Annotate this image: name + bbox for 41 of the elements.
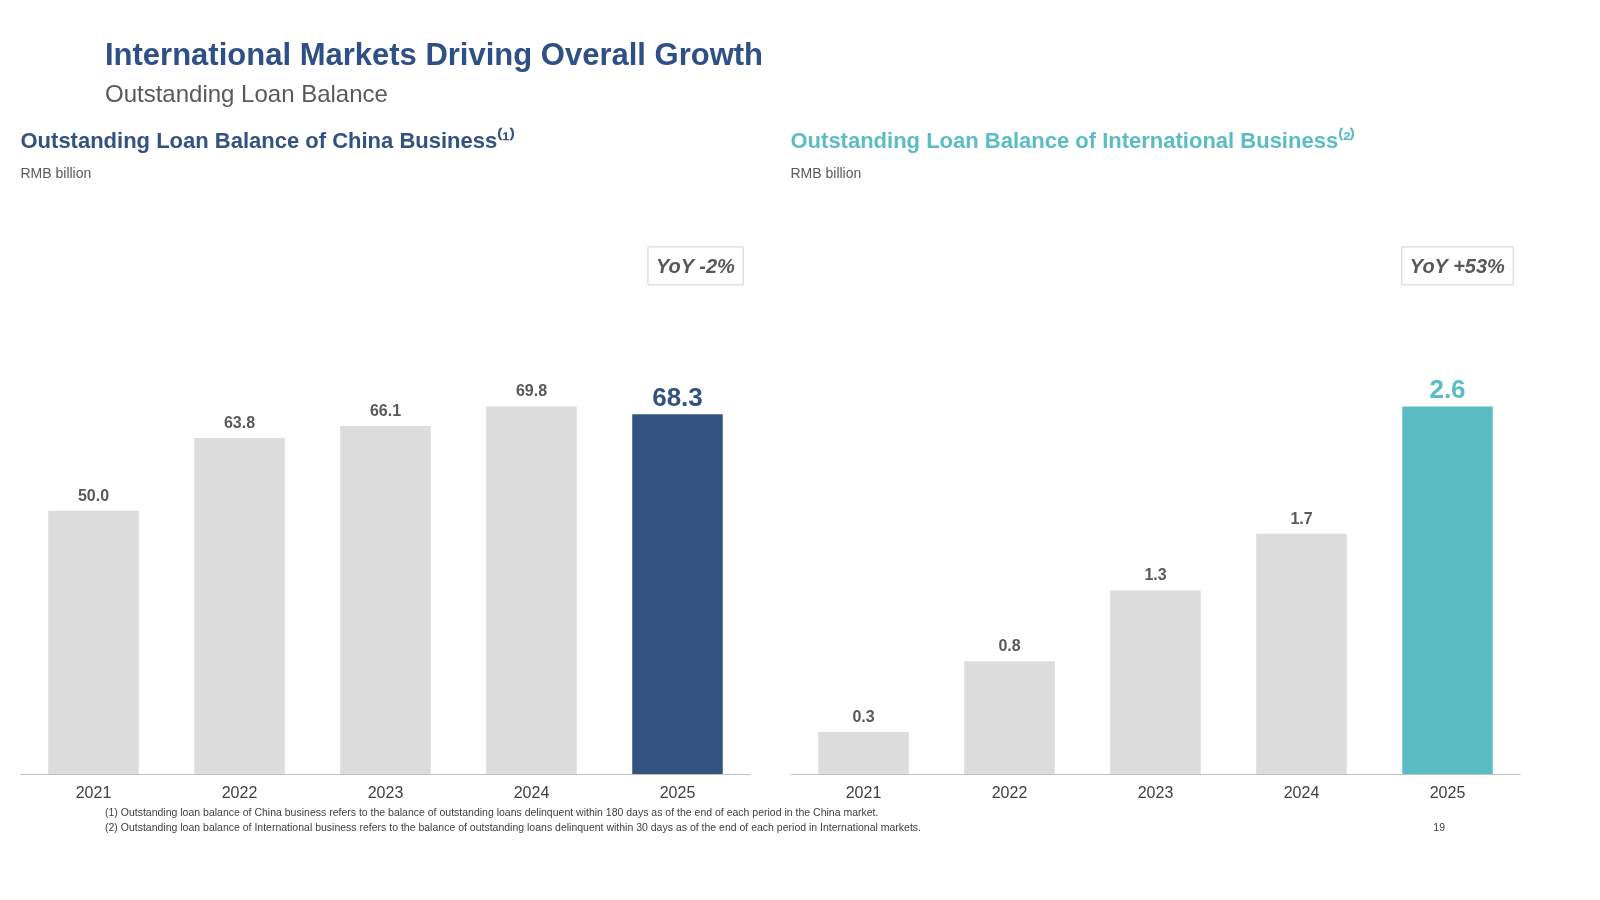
bar: [964, 661, 1055, 775]
data-label: 66.1: [369, 401, 402, 419]
chart-title: Outstanding Loan Balance of China Business⁽¹⁾: [20, 126, 515, 153]
text: 19: [1433, 820, 1445, 835]
x-tick-label: 2023: [1137, 783, 1174, 801]
x-tick-label: 2021: [845, 783, 882, 801]
x-tick-label: 2025: [1429, 783, 1466, 801]
x-tick-label: 2022: [221, 783, 258, 801]
text: (1) Outstanding loan balance of China business refers to the balance of outstanding loans delinquent within 180 days as of the end of each period in the China market.: [105, 805, 880, 820]
bar: [340, 425, 431, 775]
chart-title: Outstanding Loan Balance of International Business⁽²⁾: [790, 126, 1356, 153]
bar: [632, 414, 723, 775]
x-tick-label: 2024: [513, 783, 550, 801]
bar: [818, 732, 909, 775]
data-label: 68.3: [652, 382, 703, 413]
data-label: 69.8: [515, 382, 548, 400]
data-label: 50.0: [77, 486, 110, 504]
bar: [1256, 533, 1347, 775]
x-tick-label: 2025: [659, 783, 696, 801]
bar: [48, 510, 139, 775]
text: International Markets Driving Overall Growth: [105, 36, 764, 74]
x-tick-label: 2024: [1283, 783, 1320, 801]
data-label: 0.8: [998, 637, 1021, 655]
text: YoY -2%: [655, 254, 736, 277]
bar: [194, 438, 285, 775]
chart-subtitle: RMB billion: [790, 164, 862, 181]
chart-subtitle: RMB billion: [20, 164, 92, 181]
x-tick-label: 2023: [367, 783, 404, 801]
data-label: 63.8: [223, 414, 256, 432]
data-label: 1.7: [1290, 509, 1313, 527]
x-tick-label: 2022: [991, 783, 1028, 801]
text: (2) Outstanding loan balance of International business refers to the balance of outstanding loans delinquent within 30 days as of the end of each period in International markets.: [105, 821, 922, 833]
bar: [1402, 406, 1493, 775]
text: Outstanding Loan Balance: [105, 79, 389, 110]
data-label: 2.6: [1429, 374, 1466, 405]
x-tick-label: 2021: [75, 783, 112, 801]
bar: [1110, 590, 1201, 775]
bar: [486, 406, 577, 775]
data-label: 1.3: [1144, 566, 1167, 584]
data-label: 0.3: [852, 708, 875, 726]
text: YoY +53%: [1409, 254, 1506, 277]
